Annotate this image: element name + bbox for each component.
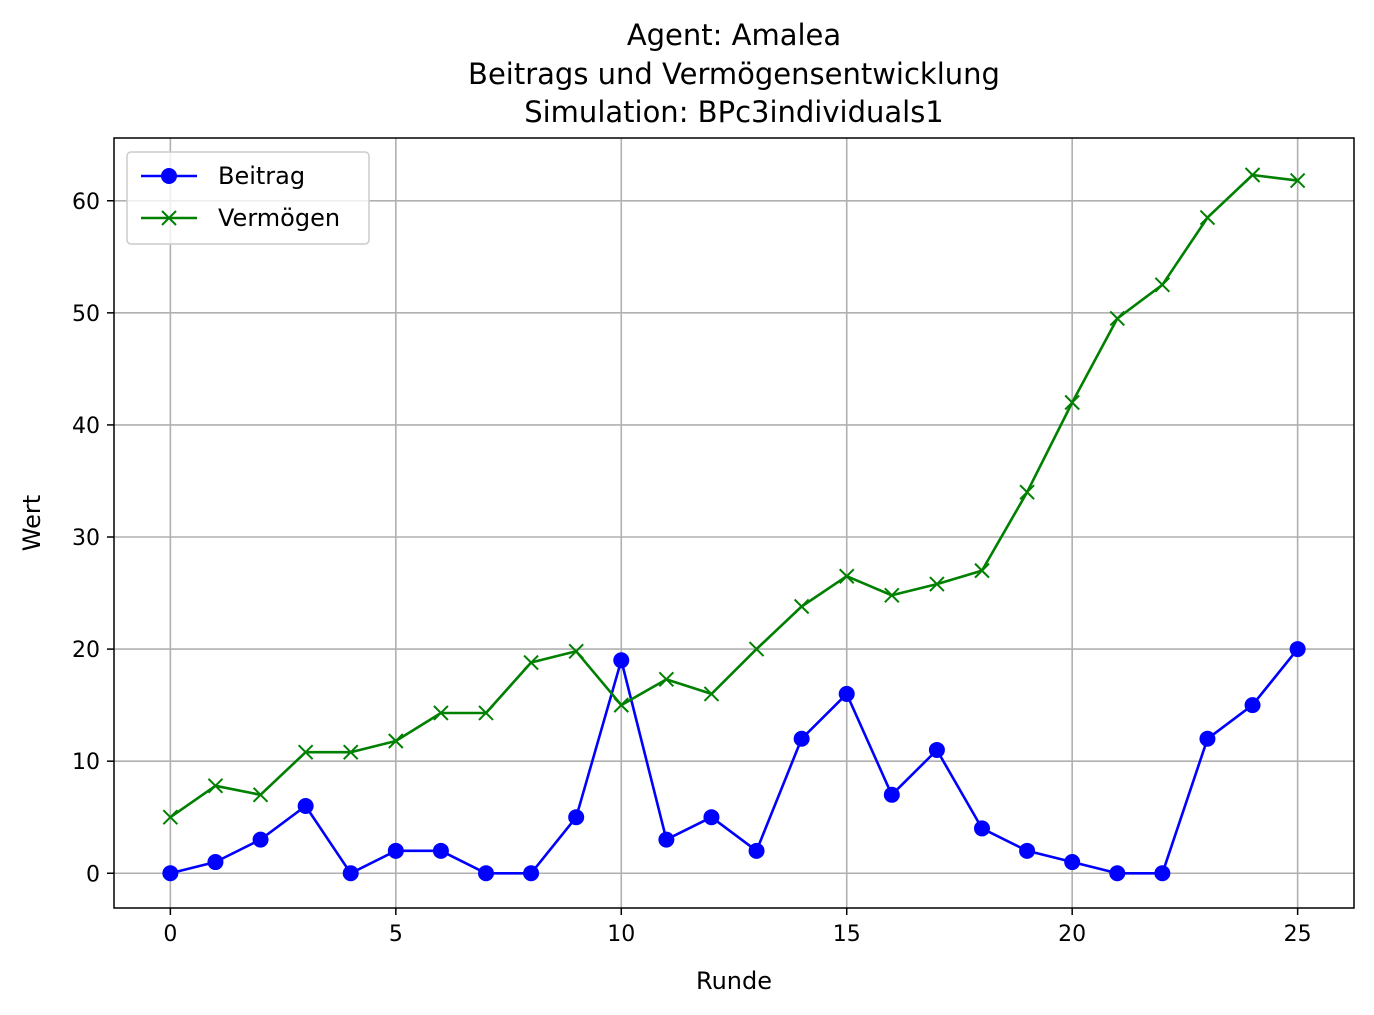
data-point-vermoegen [478,705,494,721]
x-axis-label: Runde [696,967,772,995]
data-point-beitrag [162,865,179,882]
data-point-beitrag [342,865,359,882]
data-point-vermoegen [1154,277,1171,293]
data-point-vermoegen [1289,172,1306,189]
data-point-vermoegen [793,598,810,615]
data-point-beitrag [297,798,314,815]
x-tick-label: 0 [163,922,177,947]
x-tick-label: 10 [607,922,635,947]
data-point-vermoegen [839,568,855,584]
legend-label-vermoegen: Vermögen [218,204,340,232]
data-point-beitrag [252,831,269,848]
chart-title-line-2: Beitrags und Vermögensentwicklung [468,57,1000,91]
data-point-beitrag [1109,865,1126,882]
legend: Beitrag Vermögen [126,151,370,245]
legend-marker-vermoegen [161,210,177,226]
data-point-beitrag [207,854,224,871]
data-point-vermoegen [974,562,990,579]
series-line-vermoegen [169,173,1298,819]
data-point-vermoegen [1064,394,1080,411]
y-tick-label: 30 [72,526,100,551]
data-point-vermoegen [207,778,224,794]
data-point-vermoegen [343,744,359,760]
legend-marker-beitrag [161,168,177,184]
data-point-vermoegen [523,654,539,671]
data-point-beitrag [1064,854,1081,871]
y-tick-label: 50 [72,302,100,327]
y-tick-label: 60 [72,190,100,215]
x-tick-label: 20 [1058,922,1086,947]
y-tick-label: 40 [72,414,100,439]
series-layer [162,167,1306,882]
data-point-vermoegen [884,587,900,603]
data-point-beitrag [658,831,675,848]
data-point-vermoegen [388,733,404,749]
data-point-beitrag [793,730,810,747]
data-point-vermoegen [1199,209,1216,226]
y-tick-label: 0 [86,862,100,887]
series-beitrag [162,641,1306,882]
data-point-vermoegen [658,671,675,688]
ticks: 0 5 10 15 20 25 0 10 20 30 40 50 60 [72,190,1312,947]
grid [114,138,1354,908]
y-tick-label: 20 [72,638,100,663]
data-point-vermoegen [703,686,720,702]
data-point-vermoegen [613,697,629,713]
data-point-vermoegen [433,705,449,721]
legend-label-beitrag: Beitrag [218,162,305,190]
data-point-beitrag [703,809,720,826]
data-point-vermoegen [1019,484,1035,500]
data-point-vermoegen [162,809,179,825]
data-point-beitrag [838,685,855,702]
x-tick-label: 15 [833,922,861,947]
chart-title-line-3: Simulation: BPc3individuals1 [524,95,944,129]
data-point-beitrag [1244,697,1261,714]
plot-frame [113,137,1355,909]
y-axis-label: Wert [18,495,46,551]
data-point-beitrag [883,786,900,803]
data-point-beitrag [1289,641,1306,658]
data-point-vermoegen [252,787,269,803]
data-point-beitrag [1199,730,1216,747]
data-point-beitrag [1019,842,1036,859]
data-point-beitrag [568,809,585,826]
chart-title-line-1: Agent: Amalea [627,18,841,52]
x-tick-label: 5 [389,922,403,947]
data-point-beitrag [928,741,945,758]
data-point-beitrag [478,865,494,882]
y-tick-label: 10 [72,750,100,775]
series-vermoegen [162,167,1306,825]
data-point-vermoegen [929,576,945,592]
data-point-beitrag [748,842,765,859]
data-point-vermoegen [1109,310,1125,327]
data-point-vermoegen [748,641,765,657]
data-point-vermoegen [568,643,584,660]
data-point-beitrag [613,652,630,669]
data-point-beitrag [432,842,449,859]
data-point-beitrag [387,842,404,859]
data-point-beitrag [1154,865,1171,882]
data-point-vermoegen [297,744,314,760]
data-point-beitrag [523,865,540,882]
data-point-beitrag [974,820,990,837]
x-tick-label: 25 [1284,922,1312,947]
data-point-vermoegen [1244,167,1261,183]
